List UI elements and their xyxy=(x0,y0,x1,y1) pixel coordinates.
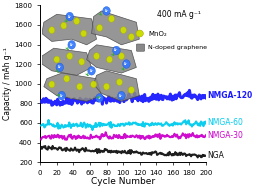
Text: NGA: NGA xyxy=(208,151,225,160)
Text: MnO₂: MnO₂ xyxy=(148,30,167,36)
Circle shape xyxy=(136,30,143,37)
Text: N-doped graphene: N-doped graphene xyxy=(148,45,207,50)
FancyBboxPatch shape xyxy=(136,44,145,51)
Text: NMGA-60: NMGA-60 xyxy=(208,119,243,127)
Text: NMGA-30: NMGA-30 xyxy=(208,131,243,140)
Text: NMGA-120: NMGA-120 xyxy=(208,91,253,100)
Y-axis label: Capacity / mAh g⁻¹: Capacity / mAh g⁻¹ xyxy=(3,47,12,120)
X-axis label: Cycle Number: Cycle Number xyxy=(91,177,155,186)
Text: 400 mA g⁻¹: 400 mA g⁻¹ xyxy=(157,10,201,19)
